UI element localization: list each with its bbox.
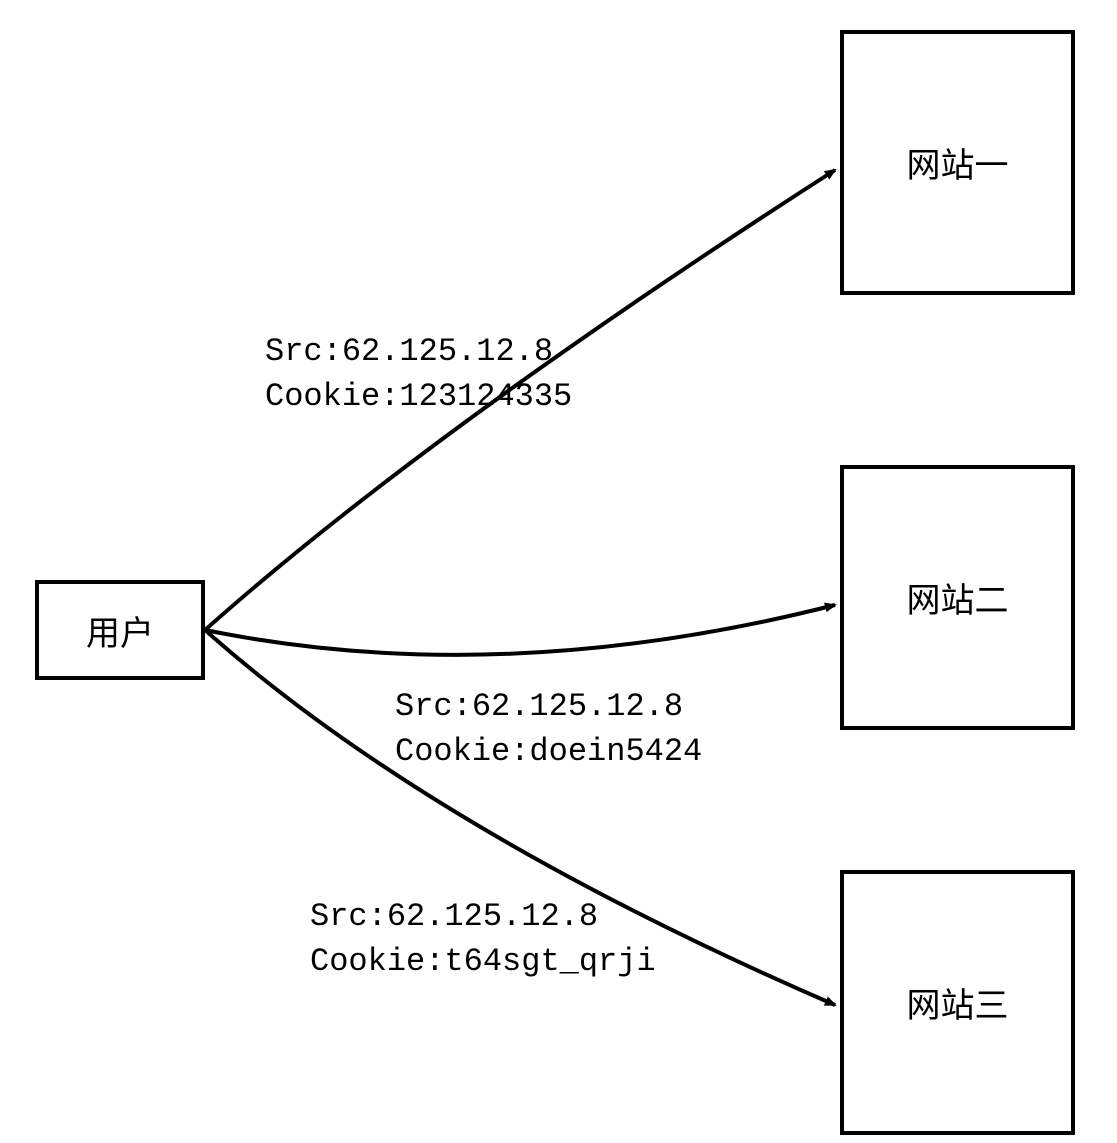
site2-node-label: 网站二: [907, 573, 1009, 622]
user-node: 用户: [35, 580, 205, 680]
edge3-label: Src:62.125.12.8 Cookie:t64sgt_qrji: [310, 895, 656, 985]
edge1-cookie: Cookie:123124335: [265, 375, 572, 420]
edge2-src: Src:62.125.12.8: [395, 685, 702, 730]
edge3-cookie: Cookie:t64sgt_qrji: [310, 940, 656, 985]
edge3-src: Src:62.125.12.8: [310, 895, 656, 940]
site3-node: 网站三: [840, 870, 1075, 1135]
edge2-label: Src:62.125.12.8 Cookie:doein5424: [395, 685, 702, 775]
user-node-label: 用户: [86, 606, 154, 655]
edge2-cookie: Cookie:doein5424: [395, 730, 702, 775]
site3-node-label: 网站三: [907, 978, 1009, 1027]
site2-node: 网站二: [840, 465, 1075, 730]
diagram-container: 用户 网站一 网站二 网站三 Src:62.125.12.8 Cookie:12…: [0, 0, 1117, 1143]
edge1-label: Src:62.125.12.8 Cookie:123124335: [265, 330, 572, 420]
edge-user-site2: [205, 605, 835, 655]
site1-node: 网站一: [840, 30, 1075, 295]
site1-node-label: 网站一: [907, 138, 1009, 187]
edge1-src: Src:62.125.12.8: [265, 330, 572, 375]
